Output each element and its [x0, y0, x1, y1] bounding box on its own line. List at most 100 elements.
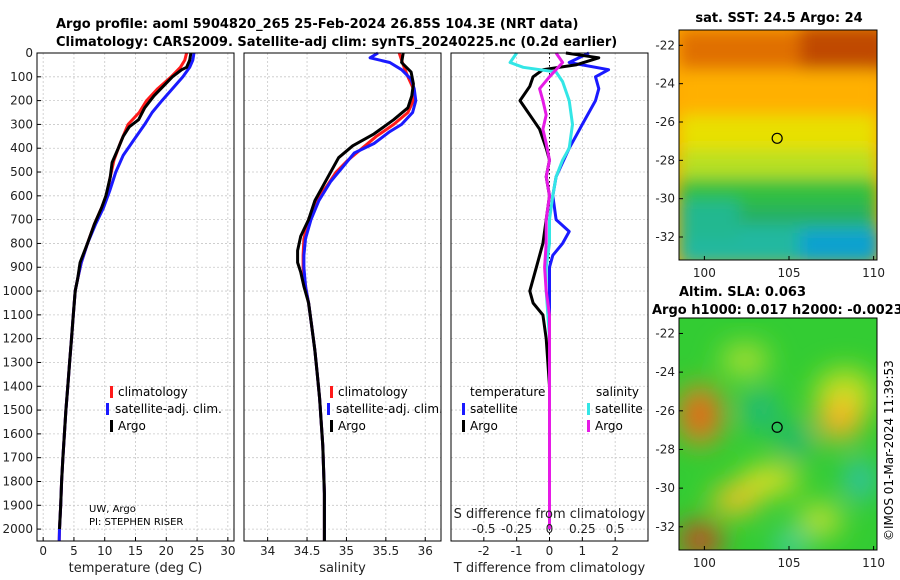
- y-tick-label: 1300: [2, 355, 33, 369]
- y-tick-label: 1200: [2, 332, 33, 346]
- legend-label-argo: Argo: [118, 419, 146, 433]
- legend-swatch-satellite: [106, 403, 109, 415]
- title-line-1: Argo profile: aoml 5904820_265 25-Feb-20…: [56, 17, 578, 32]
- map-x-tick-label: 110: [862, 266, 885, 280]
- series-line-2: [58, 52, 193, 530]
- y-tick-label: 0: [25, 46, 33, 60]
- y-tick-label: 100: [10, 70, 33, 84]
- title-line-2: Climatology: CARS2009. Satellite-adj cli…: [56, 35, 617, 50]
- map-y-tick-label: -28: [655, 442, 675, 456]
- map-y-tick-label: -32: [655, 230, 675, 244]
- legend-swatch-satellite-s: [327, 403, 330, 415]
- x-axis-label: salinity: [319, 561, 366, 576]
- series-line-0: [57, 52, 189, 542]
- map-x-tick-label: 105: [778, 556, 801, 570]
- legend-swatch-argo: [110, 420, 113, 432]
- x-tick-label: 30: [220, 544, 235, 558]
- series-line-2: [296, 52, 415, 541]
- temperature-panel: 0100200300400500600700800900100011001200…: [2, 46, 235, 576]
- y-tick-label: 2000: [2, 522, 33, 536]
- x-tick-label: 2: [611, 544, 619, 558]
- credit-line-1: UW, Argo: [89, 504, 136, 515]
- x-tick-label: -1: [511, 544, 523, 558]
- map-x-tick-label: 105: [778, 266, 801, 280]
- map-y-tick-label: -26: [655, 404, 675, 418]
- credit-line-2: PI: STEPHEN RISER: [89, 517, 183, 528]
- legend-label-t-satellite: satellite: [470, 402, 518, 416]
- s-tick-label: -0.5: [472, 522, 495, 536]
- y-tick-label: 400: [10, 141, 33, 155]
- x-tick-label: 0: [546, 544, 554, 558]
- legend-swatch-t-argo: [462, 420, 465, 432]
- x-tick-label: 15: [128, 544, 143, 558]
- y-tick-label: 1400: [2, 379, 33, 393]
- map-y-tick-label: -24: [655, 365, 675, 379]
- s-tick-label: 0.25: [569, 522, 596, 536]
- s-tick-label: 0.5: [606, 522, 625, 536]
- legend-label-satellite-s: satellite-adj. clim.: [336, 402, 443, 416]
- axes-frame: [243, 52, 442, 542]
- legend-swatch-s-satellite: [587, 403, 590, 415]
- y-tick-label: 600: [10, 189, 33, 203]
- legend-label-climatology-s: climatology: [338, 385, 408, 399]
- legend-swatch-climatology: [110, 386, 113, 398]
- x-tick-label: 5: [70, 544, 78, 558]
- map-y-tick-label: -30: [655, 192, 675, 206]
- x-tick-label: 25: [189, 544, 204, 558]
- sla-map-frame: [678, 317, 878, 551]
- legend-swatch-climatology-s: [330, 386, 333, 398]
- map-y-tick-label: -26: [655, 115, 675, 129]
- x-tick-label: 20: [159, 544, 174, 558]
- y-tick-label: 1100: [2, 308, 33, 322]
- sst-map-axes: -22 -24 -26 -28 -30 -32 100 105 110: [655, 38, 885, 280]
- difference-panel: -2 -1 0 1 2 T difference from climatology S di…: [450, 51, 649, 576]
- series-line-3: [538, 52, 565, 530]
- y-tick-label: 700: [10, 213, 33, 227]
- x-tick-label: 1: [579, 544, 587, 558]
- sla-title-line-1: Altim. SLA: 0.063: [679, 285, 806, 300]
- y-tick-label: 900: [10, 260, 33, 274]
- map-y-tick-label: -32: [655, 520, 675, 534]
- legend-swatch-t-satellite: [462, 403, 465, 415]
- map-y-tick-label: -22: [655, 38, 675, 52]
- sla-map-axes: -22 -24 -26 -28 -30 -32 100 105 110: [655, 326, 885, 570]
- x-tick-label: 0: [39, 544, 47, 558]
- temperature-legend: climatology satellite-adj. clim. Argo: [106, 385, 222, 433]
- legend-label-argo-s: Argo: [338, 419, 366, 433]
- salinity-legend: climatology satellite-adj. clim. Argo: [327, 385, 443, 433]
- x-axis-label: temperature (deg C): [69, 561, 203, 576]
- x-tick-label: 35: [339, 544, 354, 558]
- s-tick-label: 0: [546, 522, 554, 536]
- y-tick-label: 1700: [2, 451, 33, 465]
- map-x-tick-label: 100: [693, 266, 716, 280]
- x-tick-label: 34: [260, 544, 275, 558]
- s-tick-label: -0.25: [501, 522, 532, 536]
- x-tick-label: 35.5: [372, 544, 399, 558]
- s-axis-label: S difference from climatology: [454, 507, 646, 522]
- x-tick-label: 34.5: [294, 544, 321, 558]
- y-tick-label: 800: [10, 236, 33, 250]
- sla-title-line-2: Argo h1000: 0.017 h2000: -0.0023: [652, 303, 900, 318]
- legend-label-satellite: satellite-adj. clim.: [115, 402, 222, 416]
- sst-map-frame: [678, 29, 878, 261]
- x-axis-label: T difference from climatology: [453, 561, 646, 576]
- salinity-panel: 34 34.5 35 35.5 36 salinity: [243, 51, 442, 576]
- argo-position-marker: [771, 421, 783, 433]
- legend-title-salinity: salinity: [596, 385, 639, 399]
- y-tick-label: 1500: [2, 403, 33, 417]
- difference-legend: temperature salinity satellite Argo sate…: [462, 385, 643, 433]
- map-y-tick-label: -28: [655, 153, 675, 167]
- legend-label-s-argo: Argo: [595, 419, 623, 433]
- series-line-1: [302, 51, 418, 541]
- y-tick-label: 1900: [2, 498, 33, 512]
- sla-map-field: [679, 318, 877, 550]
- y-tick-label: 1800: [2, 474, 33, 488]
- map-y-tick-label: -30: [655, 481, 675, 495]
- legend-swatch-argo-s: [330, 420, 333, 432]
- y-tick-label: 300: [10, 117, 33, 131]
- x-tick-label: -2: [478, 544, 490, 558]
- sst-map-field: [679, 30, 877, 260]
- legend-label-s-satellite: satellite: [595, 402, 643, 416]
- y-tick-label: 1600: [2, 427, 33, 441]
